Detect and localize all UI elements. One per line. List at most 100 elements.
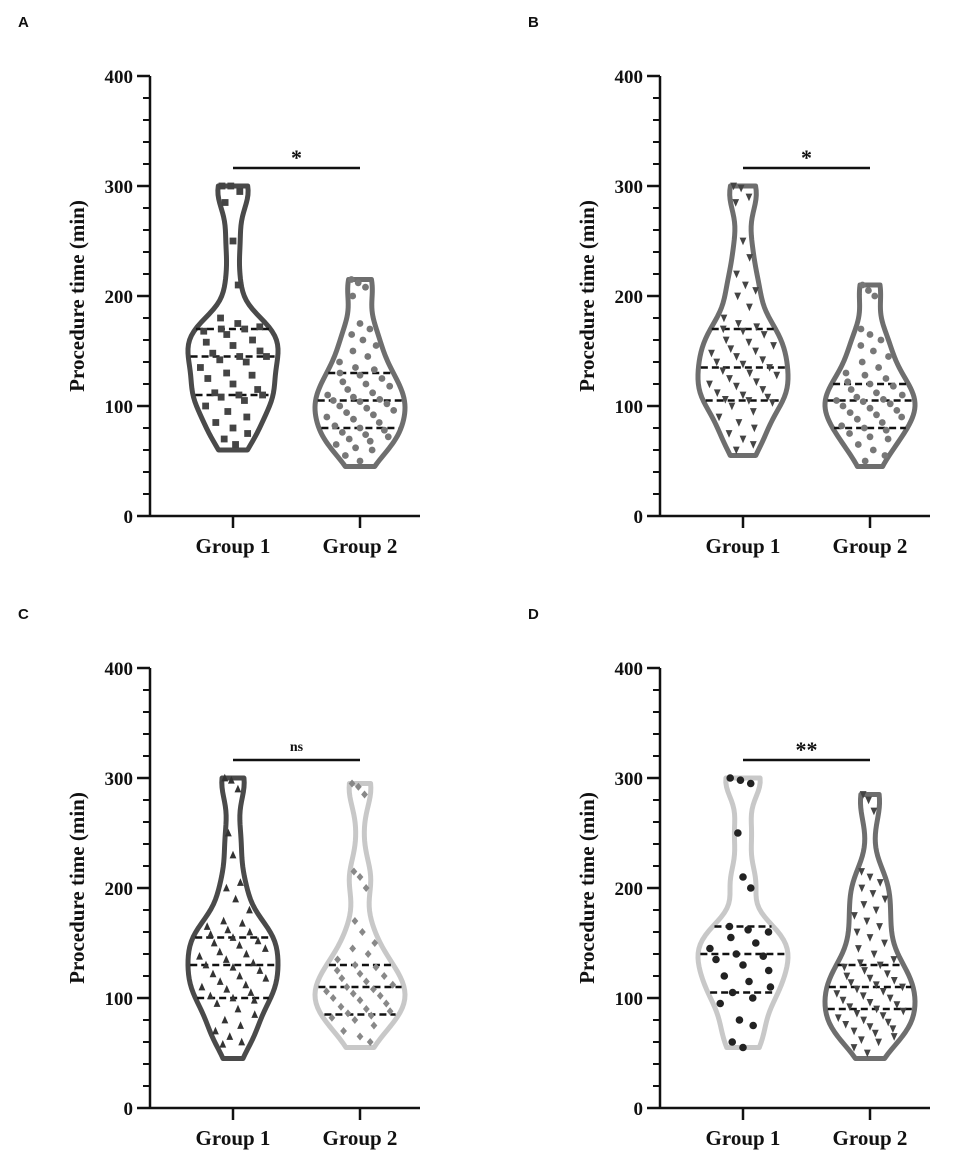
data-point xyxy=(323,413,331,421)
x-tick-label: Group 2 xyxy=(323,1126,398,1150)
data-point xyxy=(334,955,341,964)
data-point xyxy=(875,1038,883,1047)
data-point xyxy=(853,928,861,937)
data-point xyxy=(361,790,368,799)
data-point xyxy=(866,1023,874,1031)
data-point xyxy=(722,336,730,345)
data-point xyxy=(759,386,767,394)
data-point xyxy=(362,884,370,892)
data-point xyxy=(256,323,264,331)
data-point xyxy=(889,1025,897,1033)
data-point xyxy=(349,347,357,355)
data-point xyxy=(370,1021,378,1030)
data-point xyxy=(866,934,874,942)
data-point xyxy=(249,958,257,967)
data-point xyxy=(739,435,747,444)
data-point xyxy=(224,925,232,934)
data-point xyxy=(843,972,851,981)
data-point xyxy=(719,367,727,375)
data-point xyxy=(354,279,362,287)
data-point xyxy=(869,446,877,454)
data-point xyxy=(247,988,255,996)
data-point xyxy=(877,336,885,344)
data-point xyxy=(839,996,847,1005)
violin-outline xyxy=(822,792,918,1061)
data-point xyxy=(354,782,362,791)
data-point xyxy=(708,349,715,358)
data-point xyxy=(753,323,761,331)
data-point xyxy=(389,980,397,989)
data-point xyxy=(213,999,221,1007)
data-point xyxy=(759,356,767,364)
data-point xyxy=(198,982,206,991)
panel-letter: A xyxy=(18,14,29,31)
data-point xyxy=(382,999,390,1008)
y-tick-label: 400 xyxy=(615,67,644,88)
data-point xyxy=(350,867,358,876)
x-tick-label: Group 1 xyxy=(196,1126,271,1150)
data-point xyxy=(368,446,376,454)
data-point xyxy=(876,879,884,887)
data-point xyxy=(222,955,230,963)
data-point xyxy=(341,452,349,459)
data-point xyxy=(869,347,877,355)
data-point xyxy=(720,972,729,980)
violin-outline xyxy=(695,775,791,1050)
data-point xyxy=(735,419,743,427)
data-point xyxy=(207,930,214,938)
data-point xyxy=(727,933,735,942)
data-point xyxy=(833,397,840,404)
data-point xyxy=(209,349,217,357)
data-point xyxy=(209,969,217,978)
y-axis-title: Procedure time (min) xyxy=(65,200,89,392)
data-point xyxy=(878,419,886,426)
data-point xyxy=(846,409,854,416)
data-point xyxy=(865,796,872,805)
data-point xyxy=(853,1010,861,1018)
data-point xyxy=(359,336,367,344)
data-point xyxy=(229,237,237,245)
data-point xyxy=(217,314,224,322)
data-point xyxy=(866,331,874,338)
violin-outline xyxy=(185,775,281,1061)
data-point xyxy=(356,1032,364,1041)
data-point xyxy=(866,873,874,882)
data-point xyxy=(860,424,868,432)
data-point xyxy=(249,336,256,344)
data-point xyxy=(749,408,757,416)
data-point xyxy=(241,325,249,333)
violin-1 xyxy=(185,182,281,453)
data-point xyxy=(366,325,374,333)
panel-d: D 0 100 200 300 400 Procedure time (min) Group … xyxy=(528,606,930,1150)
data-point xyxy=(232,441,239,448)
data-point xyxy=(237,1021,244,1029)
data-point xyxy=(356,320,364,327)
data-point xyxy=(732,950,741,958)
data-point xyxy=(750,424,758,433)
data-point xyxy=(721,396,729,404)
data-point xyxy=(745,338,753,347)
data-point xyxy=(853,415,861,423)
significance-label: ** xyxy=(796,737,818,762)
data-point xyxy=(853,393,861,401)
data-point xyxy=(853,985,861,994)
data-point xyxy=(847,386,855,393)
data-point xyxy=(202,402,210,410)
data-point xyxy=(726,774,734,782)
data-point xyxy=(248,371,256,379)
data-point xyxy=(706,380,713,389)
data-point xyxy=(221,773,229,782)
data-point xyxy=(217,393,225,401)
data-point xyxy=(850,1044,858,1052)
data-point xyxy=(764,393,772,402)
data-point xyxy=(362,1005,370,1013)
violin-2 xyxy=(312,779,408,1050)
data-point xyxy=(742,281,749,290)
data-point xyxy=(875,364,883,371)
data-point xyxy=(336,369,344,377)
data-point xyxy=(898,413,906,421)
data-point xyxy=(216,977,224,985)
y-tick-label: 300 xyxy=(615,177,644,198)
data-point xyxy=(720,314,728,323)
data-point xyxy=(352,364,359,371)
